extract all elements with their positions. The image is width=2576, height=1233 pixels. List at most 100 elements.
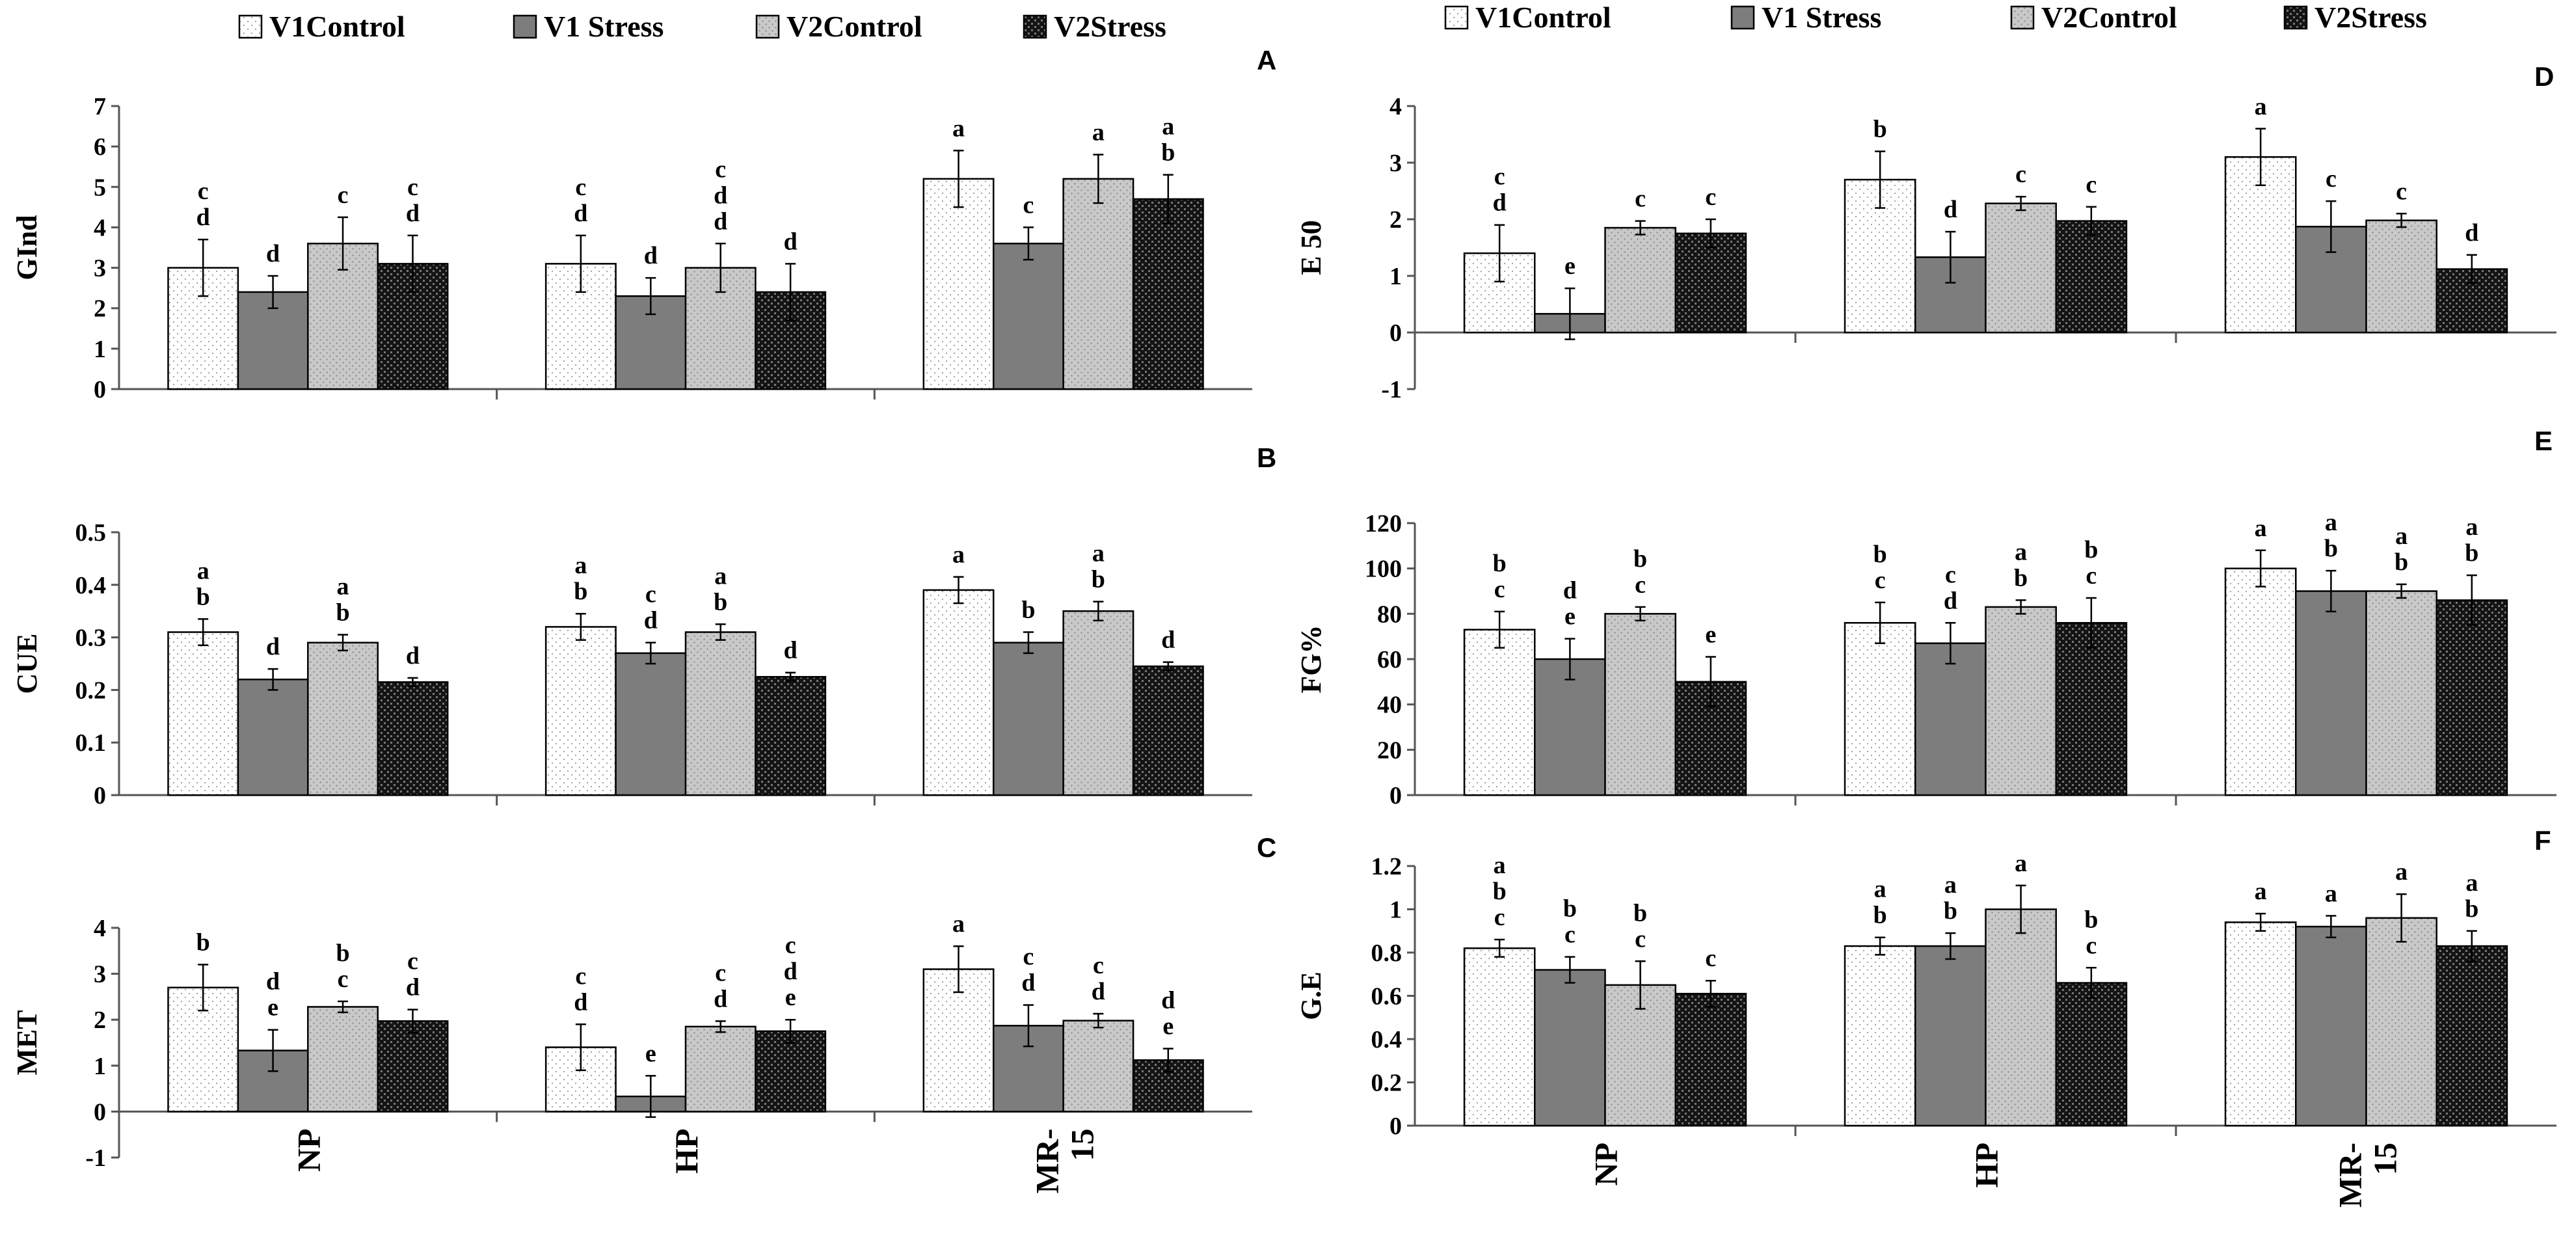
bar-2-group-2 [1914, 945, 1987, 1127]
significance-letter: b [1873, 541, 1887, 568]
y-tick-label: 5 [94, 174, 106, 201]
significance-letter: d [644, 607, 658, 634]
legend-swatch-2 [1730, 5, 1755, 30]
significance-letter: a [2395, 858, 2408, 886]
y-tick-label: 7 [94, 93, 106, 120]
significance-letter: d [784, 958, 798, 985]
significance-letter: a [2255, 93, 2267, 120]
significance-letter: d [1944, 196, 1957, 223]
panel-label-a: A [1257, 45, 1276, 75]
significance-letter: a [337, 573, 349, 601]
category-label-2: HP [1968, 1143, 2005, 1187]
significance-letter: d [1493, 189, 1507, 217]
legend-label-3: V2Control [2041, 1, 2177, 34]
bar-2-group-1 [1534, 658, 1606, 796]
bar-1-group-1 [1463, 629, 1536, 796]
y-tick-label: 0.1 [75, 729, 107, 757]
bar-3-group-3 [1062, 610, 1134, 796]
y-tick-label: 0 [1389, 782, 1402, 809]
significance-letter: c [2015, 161, 2026, 188]
bar-1-group-2 [1844, 622, 1916, 796]
significance-letter: c [2086, 171, 2097, 198]
legend-swatch-4 [1023, 14, 1047, 39]
significance-letter: b [1873, 902, 1887, 929]
significance-letter: b [336, 599, 349, 627]
legend-swatch-3 [2010, 5, 2035, 30]
significance-letter: a [1944, 871, 1957, 899]
y-tick-label: 100 [1365, 556, 1402, 583]
significance-letter: b [2084, 906, 2098, 933]
significance-letter: d [266, 968, 280, 996]
y-tick-label: 0.4 [1371, 1026, 1402, 1053]
significance-letter: c [338, 966, 349, 993]
significance-letter: c [2326, 165, 2337, 193]
y-tick-label: 0 [94, 782, 106, 809]
y-axis-label: E 50 [1295, 220, 1327, 275]
bar-3-group-1 [307, 1006, 379, 1113]
bar-4-group-3 [1132, 665, 1204, 796]
panel-label-d: D [2534, 61, 2554, 92]
significance-letter: c [715, 959, 726, 986]
significance-letter: a [2015, 850, 2027, 877]
panel-label-e: E [2534, 426, 2553, 456]
legend-right: V1Control V1 Stress V2Control V2Stress [1444, 1, 2427, 34]
significance-letter: d [406, 974, 420, 1001]
bar-4-group-1 [1674, 232, 1747, 334]
category-label-text: NP [290, 1128, 327, 1172]
legend-swatch-4 [2283, 5, 2308, 30]
significance-letter: a [2325, 509, 2337, 536]
y-tick-label: -1 [1381, 376, 1402, 403]
bar-2-group-3 [992, 642, 1064, 796]
significance-letter: a [714, 562, 727, 589]
category-label-1: NP [290, 1128, 327, 1172]
significance-letter: c [785, 932, 796, 959]
bar-3-group-2 [684, 1025, 757, 1113]
bar-3-group-1 [1604, 613, 1676, 796]
bar-3-group-3 [2365, 590, 2437, 796]
y-tick-label: 0.6 [1371, 983, 1402, 1010]
y-tick-label: 3 [94, 961, 106, 988]
significance-letter: d [1563, 577, 1577, 604]
panel-label-b: B [1257, 442, 1276, 473]
significance-letter: d [266, 240, 280, 267]
significance-letter: c [1023, 943, 1034, 971]
y-tick-label: 60 [1377, 646, 1402, 673]
significance-letter: c [1705, 183, 1716, 211]
category-label-1: NP [1588, 1143, 1624, 1186]
bar-2-group-2 [615, 652, 687, 796]
y-tick-label: 0 [94, 1098, 106, 1126]
significance-letter: c [715, 156, 726, 183]
significance-letter: b [196, 583, 210, 610]
bar-1-group-2 [544, 626, 617, 796]
significance-letter: a [2395, 522, 2408, 550]
significance-letter: c [645, 581, 656, 608]
bar-3-group-2 [1985, 202, 2057, 334]
bar-4-group-2 [2055, 982, 2128, 1127]
bar-2-group-3 [2295, 590, 2367, 796]
bar-1-group-3 [922, 178, 995, 390]
significance-letter: e [1162, 1013, 1174, 1040]
significance-letter: b [1161, 139, 1175, 167]
bar-3-group-3 [2365, 219, 2437, 334]
chart-f: FG.E00.20.40.60.811.2 abc bcbccNPabababcHP… [1295, 825, 2556, 1208]
y-axis-label: MET [11, 1010, 43, 1075]
significance-letter: d [406, 200, 420, 227]
category-label-text: MR- [1029, 1128, 1066, 1193]
y-tick-label: 1 [94, 336, 106, 363]
significance-letter: d [1161, 627, 1175, 654]
legend-label-2: V1 Stress [1762, 1, 1881, 34]
significance-letter: b [1563, 895, 1577, 923]
significance-letter: e [785, 984, 796, 1011]
bar-3-group-2 [1985, 908, 2057, 1127]
significance-letter: b [1092, 566, 1105, 593]
bar-3-group-3 [1062, 1020, 1134, 1113]
bar-2-group-3 [992, 243, 1064, 390]
bar-3-group-2 [684, 631, 757, 796]
significance-letter: b [196, 928, 210, 956]
bar-1-group-3 [922, 589, 995, 796]
significance-letter: d [1021, 969, 1035, 997]
significance-letter: a [1162, 113, 1174, 141]
significance-letter: b [1873, 116, 1887, 143]
